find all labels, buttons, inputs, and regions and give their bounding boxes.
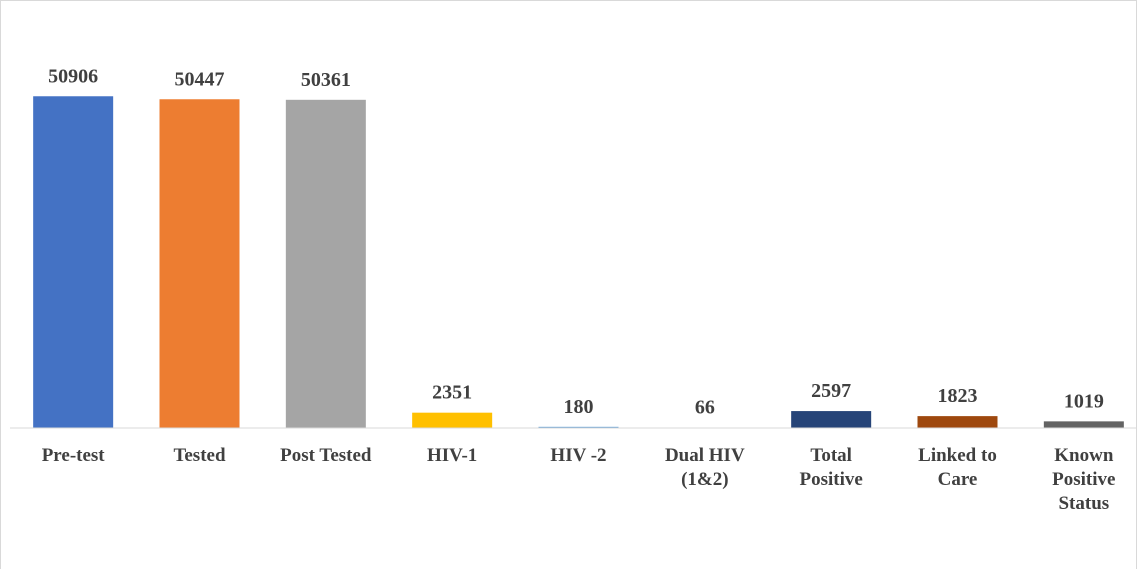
x-tick-label: Pre-test — [41, 445, 105, 466]
bar — [159, 99, 240, 428]
bar — [33, 96, 114, 428]
value-label: 2351 — [432, 382, 472, 404]
value-label: 1019 — [1064, 390, 1104, 412]
x-tick-label: HIV-1 — [427, 445, 478, 466]
value-label: 2597 — [811, 380, 851, 402]
x-tick-label: Linked to Care — [918, 445, 997, 490]
value-label: 50361 — [301, 69, 351, 91]
x-tick-label: Total Positive — [799, 445, 863, 490]
value-label: 66 — [695, 397, 715, 419]
x-tick-label: Dual HIV (1&2) — [664, 445, 745, 490]
bar — [412, 412, 493, 428]
bar — [285, 99, 366, 428]
value-label: 180 — [564, 396, 594, 418]
bar — [917, 416, 998, 428]
bar — [538, 426, 619, 428]
bar — [791, 411, 872, 428]
value-label: 50447 — [175, 68, 225, 90]
bar — [1043, 421, 1124, 428]
x-tick-label: Post Tested — [280, 445, 372, 466]
x-tick-label: Known Positive Status — [1052, 445, 1116, 514]
value-label: 50906 — [48, 65, 98, 87]
value-label: 1823 — [938, 385, 978, 407]
x-tick-label: HIV -2 — [550, 445, 607, 466]
x-tick-label: Tested — [173, 445, 226, 466]
